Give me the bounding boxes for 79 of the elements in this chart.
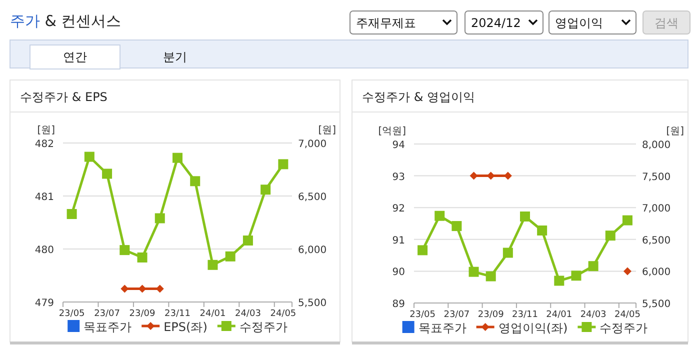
y-tick-label: 480 xyxy=(34,245,54,256)
x-tick-label: 24/03 xyxy=(580,310,606,320)
y-tick-label: 93 xyxy=(392,172,405,183)
y2-tick-label: 7,500 xyxy=(642,172,671,183)
y2-tick-label: 7,000 xyxy=(642,204,671,215)
point xyxy=(278,159,288,170)
point xyxy=(208,260,218,270)
y2-axis-title: [원] xyxy=(666,126,684,137)
legend-label: 영업이익(좌) xyxy=(498,321,568,335)
chart-title: 수정주가 & EPS xyxy=(20,90,108,104)
point xyxy=(66,209,77,220)
y2-tick-label: 6,000 xyxy=(642,267,671,278)
y-tick-label: 479 xyxy=(34,298,54,309)
point xyxy=(190,176,200,186)
y-tick-label: 92 xyxy=(392,204,405,215)
y-tick-label: 89 xyxy=(392,299,405,310)
x-tick-label: 24/05 xyxy=(614,310,640,320)
y-tick-label: 94 xyxy=(392,140,405,151)
y-tick-label: 482 xyxy=(34,139,54,150)
point xyxy=(605,230,616,241)
point xyxy=(260,184,271,195)
point xyxy=(588,261,598,272)
point xyxy=(242,236,253,246)
y2-tick-label: 6,500 xyxy=(642,235,671,246)
y-tick-label: 90 xyxy=(392,267,405,278)
y2-tick-label: 5,500 xyxy=(298,298,327,309)
x-tick-label: 23/07 xyxy=(94,309,120,319)
chart-title: 수정주가 & 영업이익 xyxy=(362,90,475,104)
text: 주가 & 컨센서스 xyxy=(10,12,122,30)
x-tick-label: 23/07 xyxy=(444,310,470,320)
point xyxy=(486,271,496,282)
point xyxy=(84,152,94,162)
point xyxy=(154,213,165,224)
y-tick-label: 481 xyxy=(34,192,54,203)
point xyxy=(225,251,236,262)
x-tick-label: 23/11 xyxy=(512,310,538,320)
point xyxy=(537,225,548,236)
point xyxy=(502,248,513,258)
point xyxy=(434,210,445,221)
point xyxy=(120,245,130,256)
x-tick-label: 24/05 xyxy=(270,309,296,319)
x-tick-label: 23/05 xyxy=(58,309,85,319)
text: 검색 xyxy=(654,16,678,30)
point xyxy=(571,270,582,281)
point xyxy=(520,212,530,222)
x-tick-label: 23/09 xyxy=(129,309,156,319)
y2-tick-label: 8,000 xyxy=(642,140,671,151)
y-axis-title: [억원] xyxy=(378,126,406,137)
y-axis-title: [원] xyxy=(37,125,56,136)
point xyxy=(102,168,112,179)
point xyxy=(172,152,182,163)
text: 영업이익 xyxy=(555,16,603,30)
text: 분기 xyxy=(163,50,187,64)
x-tick-label: 23/09 xyxy=(478,310,504,320)
point xyxy=(418,245,428,256)
y-tick-label: 91 xyxy=(392,235,405,246)
point xyxy=(622,215,632,226)
x-tick-label: 24/01 xyxy=(200,309,226,319)
x-tick-label: 24/03 xyxy=(234,309,261,319)
x-tick-label: 24/01 xyxy=(546,310,572,320)
point xyxy=(137,252,148,262)
y2-axis-title: [원] xyxy=(318,125,336,136)
text: 2024/12 xyxy=(471,16,521,30)
text: 주재무제표 xyxy=(356,16,416,30)
point xyxy=(452,221,462,232)
point xyxy=(554,276,564,286)
x-tick-label: 23/11 xyxy=(164,309,190,319)
y2-tick-label: 6,000 xyxy=(298,245,327,256)
point xyxy=(468,266,479,277)
legend-label: 수정주가 xyxy=(600,321,648,335)
text: 연간 xyxy=(63,50,87,64)
y2-tick-label: 6,500 xyxy=(298,192,327,203)
legend-label: EPS(좌) xyxy=(164,320,208,334)
y2-tick-label: 7,000 xyxy=(298,139,327,150)
legend-label: 목표주가 xyxy=(418,321,466,335)
legend-label: 목표주가 xyxy=(84,320,132,334)
legend-label: 수정주가 xyxy=(239,320,288,334)
y2-tick-label: 5,500 xyxy=(642,299,671,310)
x-tick-label: 23/05 xyxy=(410,310,436,320)
